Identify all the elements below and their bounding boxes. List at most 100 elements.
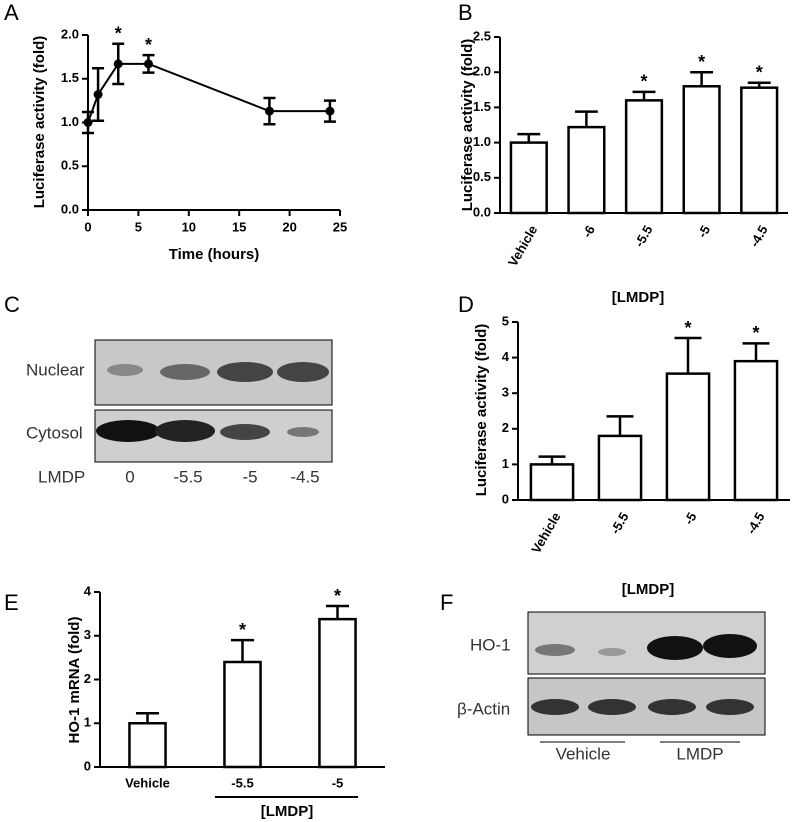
band — [160, 364, 210, 380]
y-tick-label: 1 — [502, 456, 509, 471]
x-tick-label: -5.5 — [631, 223, 655, 250]
y-axis-label: Luciferase activity (fold) — [473, 324, 490, 497]
band — [588, 699, 636, 715]
y-tick-label: 2 — [502, 420, 509, 435]
band — [647, 636, 703, 660]
x-tick-label: 0 — [84, 219, 91, 234]
x-tick-label: -5.5 — [231, 775, 253, 790]
significance-mark: * — [752, 323, 759, 343]
y-tick-label: 1.5 — [61, 70, 79, 85]
panel-letter: C — [4, 292, 20, 317]
x-tick-label: -5.5 — [607, 510, 631, 537]
y-tick-label: 3 — [502, 385, 509, 400]
x-axis-label: [LMDP] — [261, 803, 314, 820]
x-tick-label: -5 — [681, 510, 700, 528]
panel-letter: F — [440, 590, 453, 615]
y-tick-label: 1 — [84, 715, 91, 730]
bar — [740, 86, 779, 215]
significance-mark: * — [640, 72, 647, 92]
x-axis-label: [LMDP] — [612, 289, 665, 306]
band — [155, 420, 215, 442]
significance-mark: * — [698, 52, 705, 72]
panel-letter: A — [4, 0, 19, 25]
group-label: Vehicle — [556, 744, 611, 763]
y-tick-label: 0 — [84, 758, 91, 773]
band — [220, 424, 270, 440]
band — [535, 644, 575, 656]
lane-label: -5.5 — [173, 467, 202, 486]
x-tick-label: Vehicle — [125, 775, 170, 790]
y-tick-label: 4 — [84, 583, 92, 598]
data-point — [93, 90, 103, 99]
lane-label: -5 — [242, 467, 257, 486]
band — [648, 699, 696, 715]
y-tick-label: 3 — [84, 627, 91, 642]
y-tick-label: 0 — [502, 491, 509, 506]
y-tick-label: 5 — [502, 313, 509, 328]
lane-header: LMDP — [38, 467, 85, 486]
band — [706, 699, 754, 715]
row-label: β-Actin — [457, 699, 510, 718]
x-tick-label: 5 — [135, 219, 142, 234]
y-tick-label: 0.0 — [61, 201, 79, 216]
bar — [318, 617, 357, 769]
bar — [665, 372, 711, 502]
band — [287, 427, 319, 437]
row-label: Nuclear — [26, 360, 85, 379]
band — [531, 699, 579, 715]
x-tick-label: -5 — [332, 775, 344, 790]
y-tick-label: 0.5 — [61, 158, 79, 173]
y-tick-label: 1.5 — [473, 99, 491, 114]
band — [598, 648, 626, 656]
x-tick-label: Vehicle — [505, 223, 540, 269]
y-tick-label: 0.0 — [473, 204, 491, 219]
row-label: HO-1 — [470, 635, 511, 654]
significance-mark: * — [684, 318, 691, 338]
bar — [733, 359, 779, 502]
panel-letter: B — [458, 0, 473, 25]
x-tick-label: 20 — [282, 219, 296, 234]
bar — [597, 434, 643, 502]
significance-mark: * — [239, 620, 246, 640]
lane-label: -4.5 — [290, 467, 319, 486]
x-tick-label: 15 — [232, 219, 246, 234]
y-tick-label: 1.0 — [61, 114, 79, 129]
y-tick-label: 4 — [502, 349, 510, 364]
blot-c: Nuclear Cytosol LMDP 0 -5.5 -5 -4.5 — [26, 339, 333, 486]
bar — [567, 125, 606, 215]
panel-letter: D — [458, 292, 474, 317]
x-tick-label: 25 — [333, 219, 347, 234]
significance-mark: * — [145, 35, 152, 55]
y-axis-label: Luciferase activity (fold) — [31, 36, 48, 209]
x-tick-label: -5 — [694, 223, 713, 241]
x-tick-label: -6 — [579, 223, 598, 241]
data-point — [113, 59, 123, 69]
blot-f: HO-1 β-Actin Vehicle LMDP — [457, 611, 766, 763]
panel-letter: E — [4, 590, 19, 615]
group-label: LMDP — [676, 744, 723, 763]
y-tick-label: 2.0 — [473, 64, 491, 79]
x-tick-label: -4.5 — [743, 510, 767, 537]
x-tick-label: -4.5 — [747, 223, 771, 250]
y-axis-label: HO-1 mRNA (fold) — [66, 617, 83, 744]
band — [96, 420, 160, 442]
bar — [128, 722, 167, 769]
x-tick-label: 10 — [182, 219, 196, 234]
bar — [624, 99, 664, 215]
y-tick-label: 2.5 — [473, 28, 491, 43]
y-tick-label: 2 — [84, 671, 91, 686]
significance-mark: * — [756, 63, 763, 83]
y-tick-label: 0.5 — [473, 169, 491, 184]
band — [703, 634, 757, 658]
bar — [509, 141, 548, 215]
band — [217, 362, 273, 382]
data-point — [83, 118, 93, 127]
data-line — [87, 62, 330, 123]
x-axis-label: Time (hours) — [169, 246, 260, 263]
row-label: Cytosol — [26, 423, 83, 442]
band — [107, 364, 143, 376]
band — [277, 362, 329, 382]
y-tick-label: 1.0 — [473, 134, 491, 149]
y-tick-label: 2.0 — [61, 26, 79, 41]
